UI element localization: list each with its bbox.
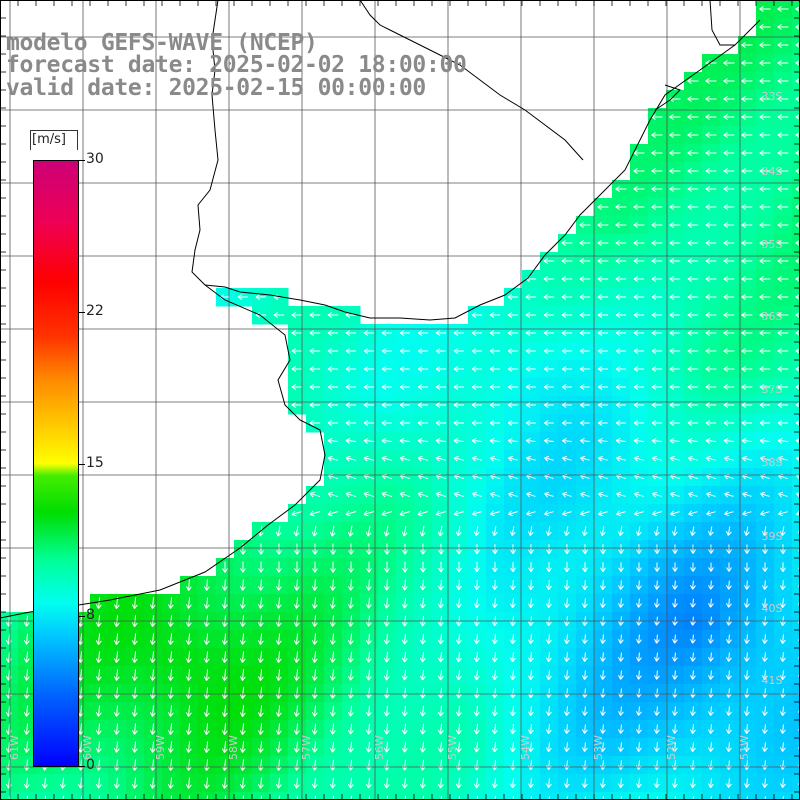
lon-label: 61W <box>8 735 21 760</box>
lat-label: 40S <box>762 602 783 615</box>
valid-date: valid date: 2025-02-15 00:00:00 <box>6 75 426 101</box>
lon-label: 53W <box>592 735 605 760</box>
colorbar-tick-label: 30 <box>86 151 104 167</box>
lat-label: 41S <box>762 674 783 687</box>
lon-label: 57W <box>300 735 313 760</box>
colorbar-tick <box>79 766 85 767</box>
lat-label: 38S <box>762 456 783 469</box>
wind-vectors <box>5 6 800 800</box>
colorbar-tick <box>79 616 85 617</box>
colorbar-tick-label: 22 <box>86 303 104 319</box>
model-title: modelo GEFS-WAVE (NCEP) <box>6 30 318 56</box>
lon-label: 58W <box>227 735 240 760</box>
colorbar-tick <box>79 464 85 465</box>
lat-label: 39S <box>762 530 783 543</box>
lon-label: 52W <box>665 735 678 760</box>
lon-labels: 61W 60W 59W 58W 57W 56W 55W 54W 53W 52W 51W <box>8 735 751 760</box>
colorbar-tick <box>79 312 85 313</box>
lon-label: 56W <box>373 735 386 760</box>
colorbar <box>33 160 79 767</box>
colorbar-tick-label: 15 <box>86 455 104 471</box>
lon-label: 55W <box>446 735 459 760</box>
coastline <box>0 0 761 619</box>
lon-label: 54W <box>519 735 532 760</box>
lat-label: 36S <box>762 310 783 323</box>
colorbar-units: [m/s] <box>32 132 66 147</box>
lon-label: 51W <box>738 735 751 760</box>
units-box <box>30 130 78 150</box>
forecast-date: forecast date: 2025-02-02 18:00:00 <box>6 52 467 78</box>
colorbar-tick <box>79 160 85 161</box>
lon-label: 60W <box>81 735 94 760</box>
colorbar-tick-label: 8 <box>86 607 95 623</box>
lat-label: 37S <box>762 383 783 396</box>
lat-label: 35S <box>762 238 783 251</box>
lat-label: 34S <box>762 165 783 178</box>
lat-labels: 33S 34S 35S 36S 37S 38S 39S 40S 41S <box>762 90 783 687</box>
colorbar-tick-label: 0 <box>86 757 95 773</box>
lat-label: 33S <box>762 90 783 103</box>
lon-label: 59W <box>154 735 167 760</box>
